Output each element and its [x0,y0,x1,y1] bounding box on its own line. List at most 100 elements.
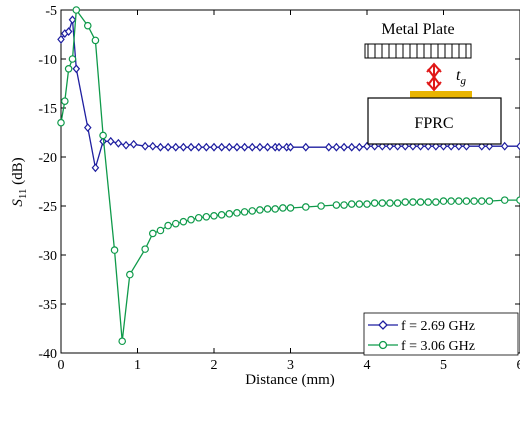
data-point [340,142,348,152]
x-tick-label: 4 [364,358,371,373]
y-tick-label: -30 [38,249,57,264]
data-point [225,210,234,218]
legend-marker-2 [378,340,388,350]
data-point [447,197,455,205]
data-point [286,142,295,152]
legend-box [363,312,519,356]
data-point [91,163,100,173]
inset-gap-label: tg [456,67,466,87]
data-point [83,21,92,30]
inset-metal-plate [364,43,472,59]
data-point [378,199,387,207]
inset-diagram: Metal Plate tg FPRC [364,21,502,145]
data-point [424,198,433,206]
data-point [263,142,272,152]
data-point [233,209,241,217]
y-tick-label: -20 [38,151,57,166]
data-point [233,142,241,152]
data-point [500,141,509,151]
series-1 [57,15,520,173]
inset-fprc-label: FPRC [414,115,453,132]
data-point [126,270,134,279]
data-point [110,246,119,254]
data-point [149,229,157,238]
data-point [355,142,364,152]
data-point [301,203,310,211]
legend: f = 2.69 GHz f = 3.06 GHz [363,312,519,356]
data-point [240,208,249,216]
data-point [64,27,73,36]
data-point [500,196,509,204]
data-point [164,221,172,230]
y-tick-label: -40 [38,347,57,362]
data-point [275,142,283,152]
data-point [68,15,77,25]
data-point [118,337,127,346]
y-tick-label: -25 [38,200,57,215]
data-point [164,142,172,152]
y-tick-label: -35 [38,298,57,313]
data-point [179,217,188,226]
axis-ticks [60,9,520,354]
data-point [217,142,226,152]
data-point [454,197,463,205]
data-point [114,138,123,148]
data-point [386,199,394,207]
data-point [470,197,478,205]
y-axis-label-unit: (dB) [10,157,26,188]
gap-label-t: t [456,67,461,84]
data-point [401,198,410,206]
legend-label-1: f = 2.69 GHz [401,319,475,334]
data-point [141,245,149,253]
data-point [462,197,471,205]
data-point [286,204,295,212]
inset-fprc-box [367,97,502,145]
data-point [141,141,149,151]
inset-metal-plate-hatch [367,44,467,58]
data-point [210,142,218,152]
data-point [217,211,226,219]
data-point [61,97,69,105]
data-point [279,204,287,212]
gap-label-subscript: g [460,75,466,87]
x-tick-label: 2 [211,358,218,373]
data-point [393,199,402,207]
data-point [99,131,107,140]
data-point [432,198,440,206]
data-point [347,142,356,152]
data-point [263,205,272,213]
x-axis-label: Distance (mm) [245,372,335,388]
data-point [122,140,130,150]
data-point [439,197,448,205]
y-tick-label: -5 [45,4,57,19]
data-point [106,136,115,146]
data-point [416,198,425,206]
data-point [225,142,234,152]
data-point [256,142,264,152]
data-point [370,199,379,207]
data-point [64,65,73,73]
data-point [409,198,417,206]
data-point [171,219,180,228]
data-point [187,215,195,224]
gap-arrow-cross-b [427,68,441,86]
data-point [202,142,211,152]
legend-marker-1 [378,320,388,330]
data-point [194,142,203,152]
data-point [302,142,310,152]
data-point [129,139,138,149]
data-point [187,142,195,152]
data-point [240,142,249,152]
data-point [210,212,218,220]
data-point [202,212,211,221]
x-tick-label: 5 [440,358,447,373]
data-point [57,118,65,127]
data-point [332,142,341,152]
data-point [57,34,65,44]
data-point [156,226,165,235]
y-axis-label-subscript: 11 [17,189,29,200]
data-point [68,55,77,63]
data-point [72,6,81,14]
data-point [156,142,165,152]
